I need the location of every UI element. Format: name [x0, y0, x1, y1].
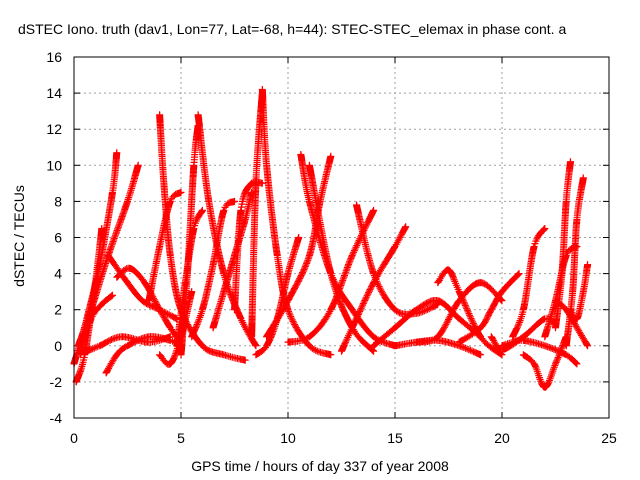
x-tick-label: 25 [601, 430, 617, 446]
data-point-markers [76, 291, 116, 359]
chart-title: dSTEC Iono. truth (dav1, Lon=77, Lat=-68… [18, 21, 567, 37]
data-series-arc [74, 161, 142, 350]
data-point-markers [83, 333, 174, 355]
data-point-markers [509, 225, 549, 341]
x-axis-label: GPS time / hours of day 337 of year 2008 [191, 458, 449, 474]
data-point-markers [113, 264, 181, 341]
data-series-arc [552, 158, 574, 332]
x-tick-label: 20 [494, 430, 510, 446]
y-tick-label: 12 [46, 121, 62, 137]
data-point-markers [552, 297, 592, 350]
data-series-arc [113, 264, 181, 341]
x-tick-label: 10 [280, 430, 296, 446]
y-tick-label: -4 [50, 410, 63, 426]
plot-area [70, 86, 592, 391]
data-point-markers [455, 270, 523, 346]
y-tick-label: 4 [54, 266, 62, 282]
y-axis-label: dSTEC / TECUs [11, 185, 27, 287]
data-point-markers [231, 177, 266, 314]
data-point-markers [498, 336, 581, 368]
y-tick-label: 6 [54, 230, 62, 246]
data-series-arc [76, 291, 116, 359]
x-tick-label: 15 [387, 430, 403, 446]
data-series-arc [305, 161, 378, 355]
data-series-arc [248, 89, 266, 341]
y-tick-label: 14 [46, 85, 62, 101]
data-point-markers [552, 158, 574, 332]
x-tick-label: 5 [177, 430, 185, 446]
data-series-arc [434, 266, 506, 359]
data-series-arc [509, 225, 549, 341]
data-series-arc [177, 122, 202, 359]
data-series-arc [498, 336, 581, 368]
data-series-arc [231, 177, 266, 314]
data-series-arc [83, 333, 174, 355]
data-point-markers [188, 197, 238, 341]
data-point-markers [177, 122, 202, 359]
data-series-arc [552, 297, 592, 350]
grid-lines [74, 57, 609, 418]
data-point-markers [74, 161, 142, 350]
x-tick-label: 0 [70, 430, 78, 446]
data-series-arc [370, 297, 485, 350]
data-series-arc [188, 197, 238, 341]
data-point-markers [248, 89, 266, 341]
y-tick-label: 2 [54, 302, 62, 318]
y-tick-label: 8 [54, 193, 62, 209]
y-tick-label: -2 [50, 374, 63, 390]
plot-frame [73, 56, 610, 419]
data-series-arc [455, 270, 523, 346]
y-tick-label: 16 [46, 49, 62, 65]
data-point-markers [305, 161, 378, 355]
data-point-markers [434, 266, 506, 359]
data-point-markers [370, 297, 485, 350]
y-tick-label: 0 [54, 338, 62, 354]
y-tick-label: 10 [46, 157, 62, 173]
